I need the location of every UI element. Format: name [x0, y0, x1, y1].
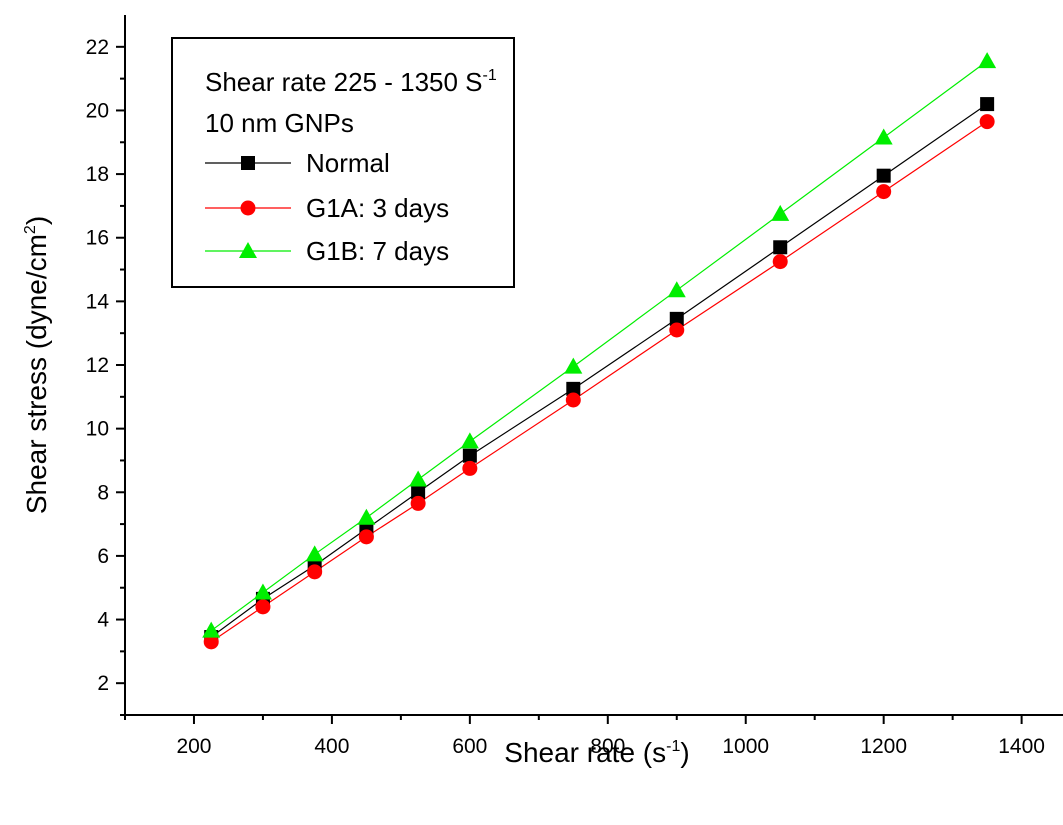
- legend-header-line2: 10 nm GNPs: [205, 108, 354, 138]
- legend-label: G1A: 3 days: [306, 193, 449, 223]
- data-point-circle: [358, 529, 374, 545]
- data-point-circle: [772, 254, 788, 270]
- x-axis-title: Shear rate (s-1): [504, 737, 689, 768]
- data-point-square: [462, 448, 477, 463]
- data-point-triangle: [409, 470, 428, 487]
- y-tick-label: 8: [97, 481, 109, 504]
- data-point-circle: [462, 460, 478, 476]
- data-point-triangle: [874, 128, 893, 145]
- y-tick-label: 10: [86, 418, 109, 441]
- legend-label: G1B: 7 days: [306, 236, 449, 266]
- x-tick-label: 1400: [998, 735, 1045, 758]
- data-point-circle: [307, 564, 323, 580]
- x-tick-label: 600: [452, 735, 487, 758]
- series-markers: [202, 52, 997, 650]
- data-point-circle: [876, 184, 892, 200]
- legend-label: Normal: [306, 148, 390, 178]
- data-point-triangle: [253, 583, 272, 600]
- legend-entries: Normal G1A: 3 days G1B: 7 days: [205, 148, 449, 266]
- legend-marker-square: [241, 156, 255, 170]
- data-point-triangle: [978, 52, 997, 69]
- data-point-triangle: [771, 204, 790, 221]
- y-tick-label: 6: [97, 545, 109, 568]
- data-point-square: [566, 381, 581, 396]
- x-tick-label: 400: [314, 735, 349, 758]
- y-tick-label: 20: [86, 99, 109, 122]
- data-point-triangle: [564, 357, 583, 374]
- y-tick-label: 4: [97, 609, 109, 632]
- x-tick-label: 800: [590, 735, 625, 758]
- legend-marker-triangle: [239, 242, 257, 258]
- y-tick-label: 2: [97, 672, 109, 695]
- data-point-triangle: [305, 545, 324, 562]
- y-tick-label: 14: [86, 290, 110, 313]
- data-point-triangle: [667, 281, 686, 298]
- x-tick-label: 1200: [860, 735, 907, 758]
- legend-marker-circle: [240, 200, 256, 216]
- y-axis-title: Shear stress (dyne/cm2): [21, 216, 52, 514]
- data-point-square: [980, 97, 995, 112]
- x-tick-label: 200: [176, 735, 211, 758]
- data-point-square: [773, 240, 788, 255]
- data-point-triangle: [357, 508, 376, 525]
- x-ticks: 200 400 600 800 1000 1200 1400: [124, 715, 1045, 758]
- y-ticks: 2 4 6 8 10 12 14 16 18 20 22: [86, 36, 125, 716]
- y-tick-label: 12: [86, 354, 109, 377]
- legend: Shear rate 225 - 1350 S-1 10 nm GNPs Nor…: [171, 37, 515, 288]
- y-tick-label: 22: [86, 36, 109, 59]
- data-point-square: [876, 168, 891, 183]
- data-point-circle: [410, 495, 426, 511]
- data-point-triangle: [460, 432, 479, 449]
- x-tick-label: 1000: [722, 735, 769, 758]
- data-point-circle: [669, 322, 685, 338]
- y-tick-label: 16: [86, 227, 109, 250]
- data-point-circle: [979, 114, 995, 130]
- data-point-square: [669, 311, 684, 326]
- y-tick-label: 18: [86, 163, 109, 186]
- data-point-square: [411, 485, 426, 500]
- data-point-circle: [255, 599, 271, 615]
- data-point-circle: [565, 392, 581, 408]
- data-point-triangle: [202, 621, 221, 638]
- legend-header-line1: Shear rate 225 - 1350 S-1: [205, 67, 497, 97]
- data-point-circle: [203, 634, 219, 650]
